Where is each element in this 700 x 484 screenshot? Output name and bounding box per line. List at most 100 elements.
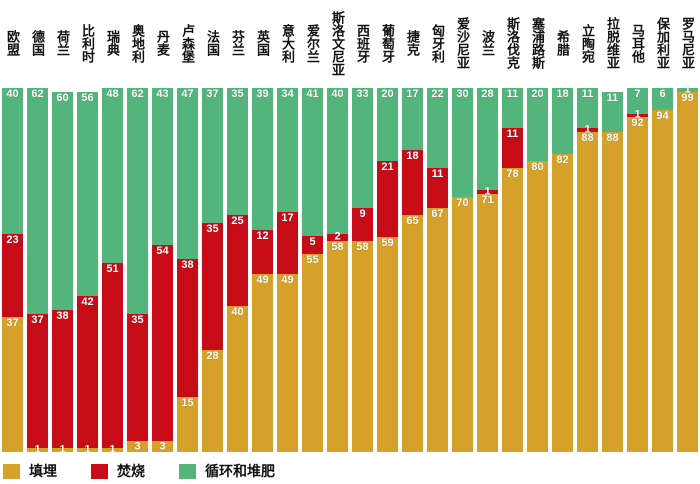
bar-segment-landfill: 71: [477, 193, 498, 452]
column-label: 波兰: [480, 30, 495, 56]
bar-stack: 33 9 58: [352, 88, 373, 452]
column-label: 德国: [30, 30, 45, 56]
bar-segment-recycling_composting: 33: [352, 88, 373, 209]
legend-item: 填埋: [3, 461, 57, 481]
bar-column: 卢森堡 47 38 15: [175, 0, 200, 452]
bar-column: 葡萄牙 20 21 59: [375, 0, 400, 452]
segment-value-label: 20: [381, 88, 394, 101]
bar-segment-landfill: 58: [327, 240, 348, 452]
legend-label: 循环和堆肥: [205, 463, 275, 479]
bar-segment-recycling_composting: 47: [177, 88, 198, 260]
bar-segment-recycling_composting: 43: [152, 88, 173, 245]
bar-segment-recycling_composting: 18: [552, 88, 573, 154]
segment-value-label: 65: [406, 215, 419, 228]
bar-segment-landfill: 80: [527, 160, 548, 452]
segment-value-label: 94: [656, 109, 669, 122]
column-label: 法国: [205, 30, 220, 56]
bar-segment-landfill: 94: [652, 109, 673, 452]
bar-segment-incineration: 35: [202, 222, 223, 351]
bar-segment-incineration: 5: [302, 235, 323, 254]
bar-stack: 60 38 1: [52, 88, 73, 456]
column-label: 罗马尼亚: [680, 17, 695, 69]
bar-stack: 20 80: [527, 88, 548, 452]
segment-value-label: 18: [406, 149, 419, 162]
bar-column: 荷兰 60 38 1: [50, 0, 75, 456]
bar-segment-landfill: 3: [127, 440, 148, 452]
segment-value-label: 62: [31, 88, 44, 101]
segment-value-label: 55: [306, 253, 319, 266]
segment-value-label: 34: [281, 88, 294, 101]
bar-column: 保加利亚 6 94: [650, 0, 675, 452]
column-label: 卢森堡: [180, 23, 195, 63]
bar-stack: 56 42 1: [77, 88, 98, 456]
segment-value-label: 80: [531, 160, 544, 173]
bar-segment-incineration: 21: [377, 160, 398, 238]
bar-segment-incineration: 54: [152, 244, 173, 442]
column-label: 匈牙利: [430, 23, 445, 63]
bar-segment-landfill: 1: [52, 444, 73, 456]
bar-segment-landfill: 15: [177, 397, 198, 452]
bar-segment-incineration: 2: [327, 231, 348, 243]
bar-stack: 1 99: [677, 83, 698, 452]
segment-value-label: 25: [231, 215, 244, 228]
bar-column: 斯洛伐克 11 11 78: [500, 0, 525, 452]
column-label: 奥地利: [130, 23, 145, 63]
legend-swatch-icon: [91, 463, 108, 479]
bar-stack: 20 21 59: [377, 88, 398, 452]
bar-segment-landfill: 28: [202, 350, 223, 452]
bar-segment-landfill: 55: [302, 253, 323, 452]
bar-segment-recycling_composting: 34: [277, 88, 298, 212]
segment-value-label: 6: [659, 88, 666, 101]
bar-segment-recycling_composting: 11: [502, 88, 523, 129]
bar-segment-landfill: 1: [77, 444, 98, 456]
column-label: 芬兰: [230, 30, 245, 56]
bar-segment-landfill: 70: [452, 197, 473, 452]
bar-stack: 6 94: [652, 88, 673, 452]
segment-value-label: 37: [6, 317, 19, 330]
bar-column: 瑞典 48 51 1: [100, 0, 125, 456]
bar-segment-incineration: 37: [27, 313, 48, 449]
segment-value-label: 38: [181, 259, 194, 272]
bar-segment-recycling_composting: 22: [427, 88, 448, 169]
segment-value-label: 28: [481, 88, 494, 101]
bar-segment-landfill: 92: [627, 117, 648, 452]
segment-value-label: 88: [606, 131, 619, 144]
bar-stack: 47 38 15: [177, 88, 198, 452]
bar-stack: 37 35 28: [202, 88, 223, 452]
bar-segment-landfill: 1: [102, 444, 123, 456]
column-label: 塞浦路斯: [530, 17, 545, 69]
segment-value-label: 51: [106, 262, 119, 275]
bar-segment-recycling_composting: 62: [127, 88, 148, 314]
column-label: 立陶宛: [580, 23, 595, 63]
bar-column: 斯洛文尼亚 40 2 58: [325, 0, 350, 452]
bar-stack: 41 5 55: [302, 88, 323, 452]
bar-column: 欧盟 40 23 37: [0, 0, 25, 452]
bar-segment-incineration: 51: [102, 262, 123, 449]
segment-value-label: 11: [581, 88, 594, 101]
legend-item: 循环和堆肥: [179, 461, 275, 481]
bar-segment-landfill: 49: [252, 273, 273, 452]
bar-segment-recycling_composting: 28: [477, 88, 498, 190]
bar-stack: 11 11 78: [502, 88, 523, 452]
bar-segment-recycling_composting: 62: [27, 88, 48, 314]
bar-segment-incineration: 12: [252, 229, 273, 274]
bar-stack: 43 54 3: [152, 88, 173, 452]
bar-segment-landfill: 3: [152, 440, 173, 452]
bar-column: 塞浦路斯 20 80: [525, 0, 550, 452]
bar-column: 法国 37 35 28: [200, 0, 225, 452]
bar-column: 德国 62 37 1: [25, 0, 50, 456]
segment-value-label: 40: [331, 88, 344, 101]
bar-segment-recycling_composting: 40: [2, 88, 23, 234]
bar-segment-recycling_composting: 6: [652, 88, 673, 110]
segment-value-label: 39: [256, 88, 269, 101]
bar-segment-recycling_composting: 39: [252, 88, 273, 230]
bar-segment-recycling_composting: 41: [302, 88, 323, 236]
segment-value-label: 22: [431, 88, 444, 101]
bar-column: 西班牙 33 9 58: [350, 0, 375, 452]
column-label: 英国: [255, 30, 270, 56]
column-label: 捷克: [405, 30, 420, 56]
segment-value-label: 82: [556, 153, 569, 166]
segment-value-label: 92: [631, 117, 644, 130]
bar-segment-incineration: 38: [52, 310, 73, 449]
bar-segment-incineration: 18: [402, 149, 423, 216]
